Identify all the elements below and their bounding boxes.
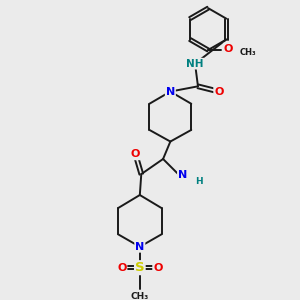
Text: O: O — [153, 263, 163, 273]
Text: H: H — [195, 177, 203, 186]
Text: N: N — [135, 242, 145, 252]
Text: O: O — [214, 87, 224, 97]
Text: CH₃: CH₃ — [131, 292, 149, 300]
Text: O: O — [224, 44, 233, 53]
Text: O: O — [117, 263, 127, 273]
Text: CH₃: CH₃ — [239, 48, 256, 57]
Text: N: N — [166, 87, 175, 97]
Text: NH: NH — [186, 59, 204, 69]
Text: O: O — [131, 149, 140, 159]
Text: N: N — [178, 170, 187, 180]
Text: S: S — [135, 261, 145, 274]
